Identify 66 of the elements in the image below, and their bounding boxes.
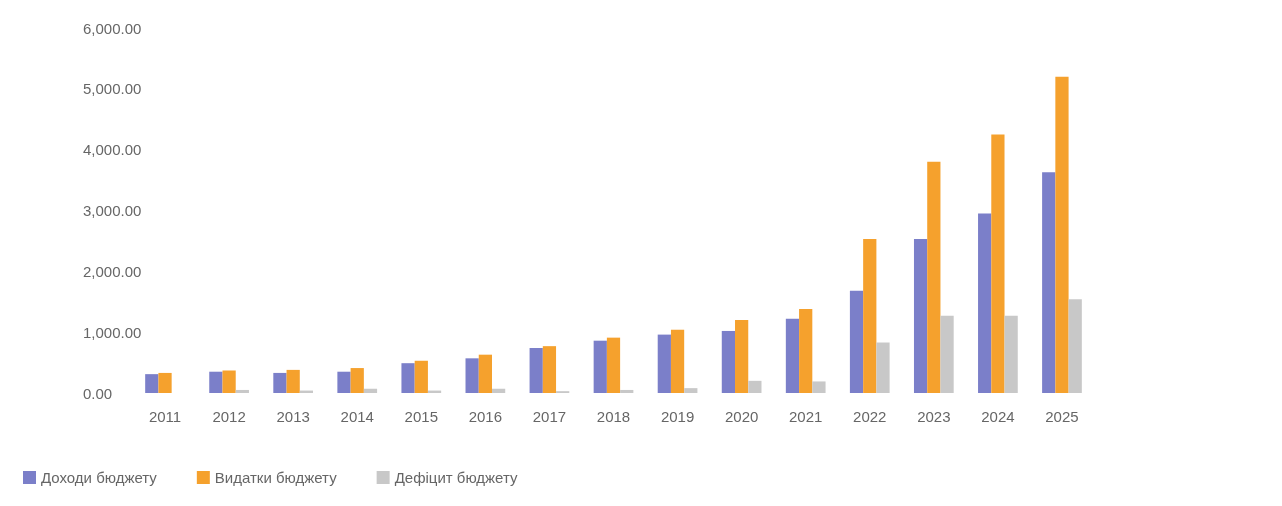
- bar: [529, 347, 543, 393]
- bar: [785, 318, 800, 393]
- bar: [978, 213, 992, 393]
- bar: [222, 370, 236, 393]
- x-tick-label: 2020: [724, 408, 759, 425]
- bar: [1042, 172, 1056, 393]
- y-tick-label: 5,000.00: [83, 80, 142, 98]
- bar: [158, 372, 172, 393]
- x-tick-label: 2014: [340, 408, 374, 425]
- x-tick-label: 2019: [660, 408, 695, 425]
- x-tick-label: 2011: [148, 408, 182, 425]
- bar: [363, 388, 378, 393]
- bar: [1055, 76, 1069, 393]
- legend-label: Дефіцит бюджету: [394, 469, 518, 486]
- bar: [721, 330, 736, 393]
- x-tick-label: 2024: [981, 408, 1015, 425]
- x-tick-label: 2021: [789, 408, 823, 425]
- bar: [991, 134, 1005, 393]
- bar: [286, 369, 300, 393]
- legend-label: Видатки бюджету: [214, 469, 338, 486]
- bar: [620, 389, 634, 393]
- bar: [145, 374, 159, 393]
- legend-label: Доходи бюджету: [41, 469, 158, 486]
- x-tick-label: 2017: [532, 408, 567, 425]
- bar: [670, 329, 685, 393]
- bar: [542, 346, 557, 393]
- bar: [940, 315, 954, 393]
- x-tick-label: 2018: [596, 408, 631, 425]
- bar: [235, 389, 249, 393]
- bar: [273, 372, 287, 393]
- x-tick-label: 2016: [468, 408, 503, 425]
- bar: [812, 381, 826, 393]
- x-tick-label: 2015: [404, 408, 438, 425]
- y-tick-label: 6,000.00: [83, 19, 142, 37]
- bar: [684, 388, 698, 393]
- x-tick-label: 2025: [1045, 408, 1079, 425]
- y-tick-label: 4,000.00: [83, 141, 142, 159]
- bar: [876, 342, 890, 393]
- bar: [478, 354, 492, 393]
- x-tick-label: 2023: [917, 408, 951, 425]
- x-tick-label: 2013: [276, 408, 310, 425]
- bar: [799, 309, 813, 393]
- bar: [913, 239, 928, 393]
- bar: [414, 360, 428, 393]
- bar: [657, 334, 671, 393]
- bar: [465, 358, 479, 393]
- bar: [491, 388, 506, 393]
- bar: [606, 337, 621, 393]
- y-tick-label: 1,000.00: [83, 323, 142, 341]
- bar: [863, 239, 877, 393]
- x-tick-label: 2022: [853, 408, 887, 425]
- bar: [1004, 315, 1018, 393]
- y-tick-label: 3,000.00: [83, 202, 142, 219]
- y-tick-label: 2,000.00: [83, 262, 142, 280]
- bar: [401, 363, 415, 393]
- bar: [849, 290, 864, 393]
- y-tick-label: 0.00: [83, 384, 113, 402]
- bar: [748, 380, 762, 393]
- bar: [209, 371, 223, 393]
- bar: [593, 340, 607, 393]
- bar: [350, 368, 364, 393]
- bar: [337, 371, 351, 393]
- x-tick-label: 2012: [212, 408, 246, 425]
- bar: [927, 161, 941, 393]
- bar: [735, 320, 749, 393]
- bar: [1068, 299, 1082, 393]
